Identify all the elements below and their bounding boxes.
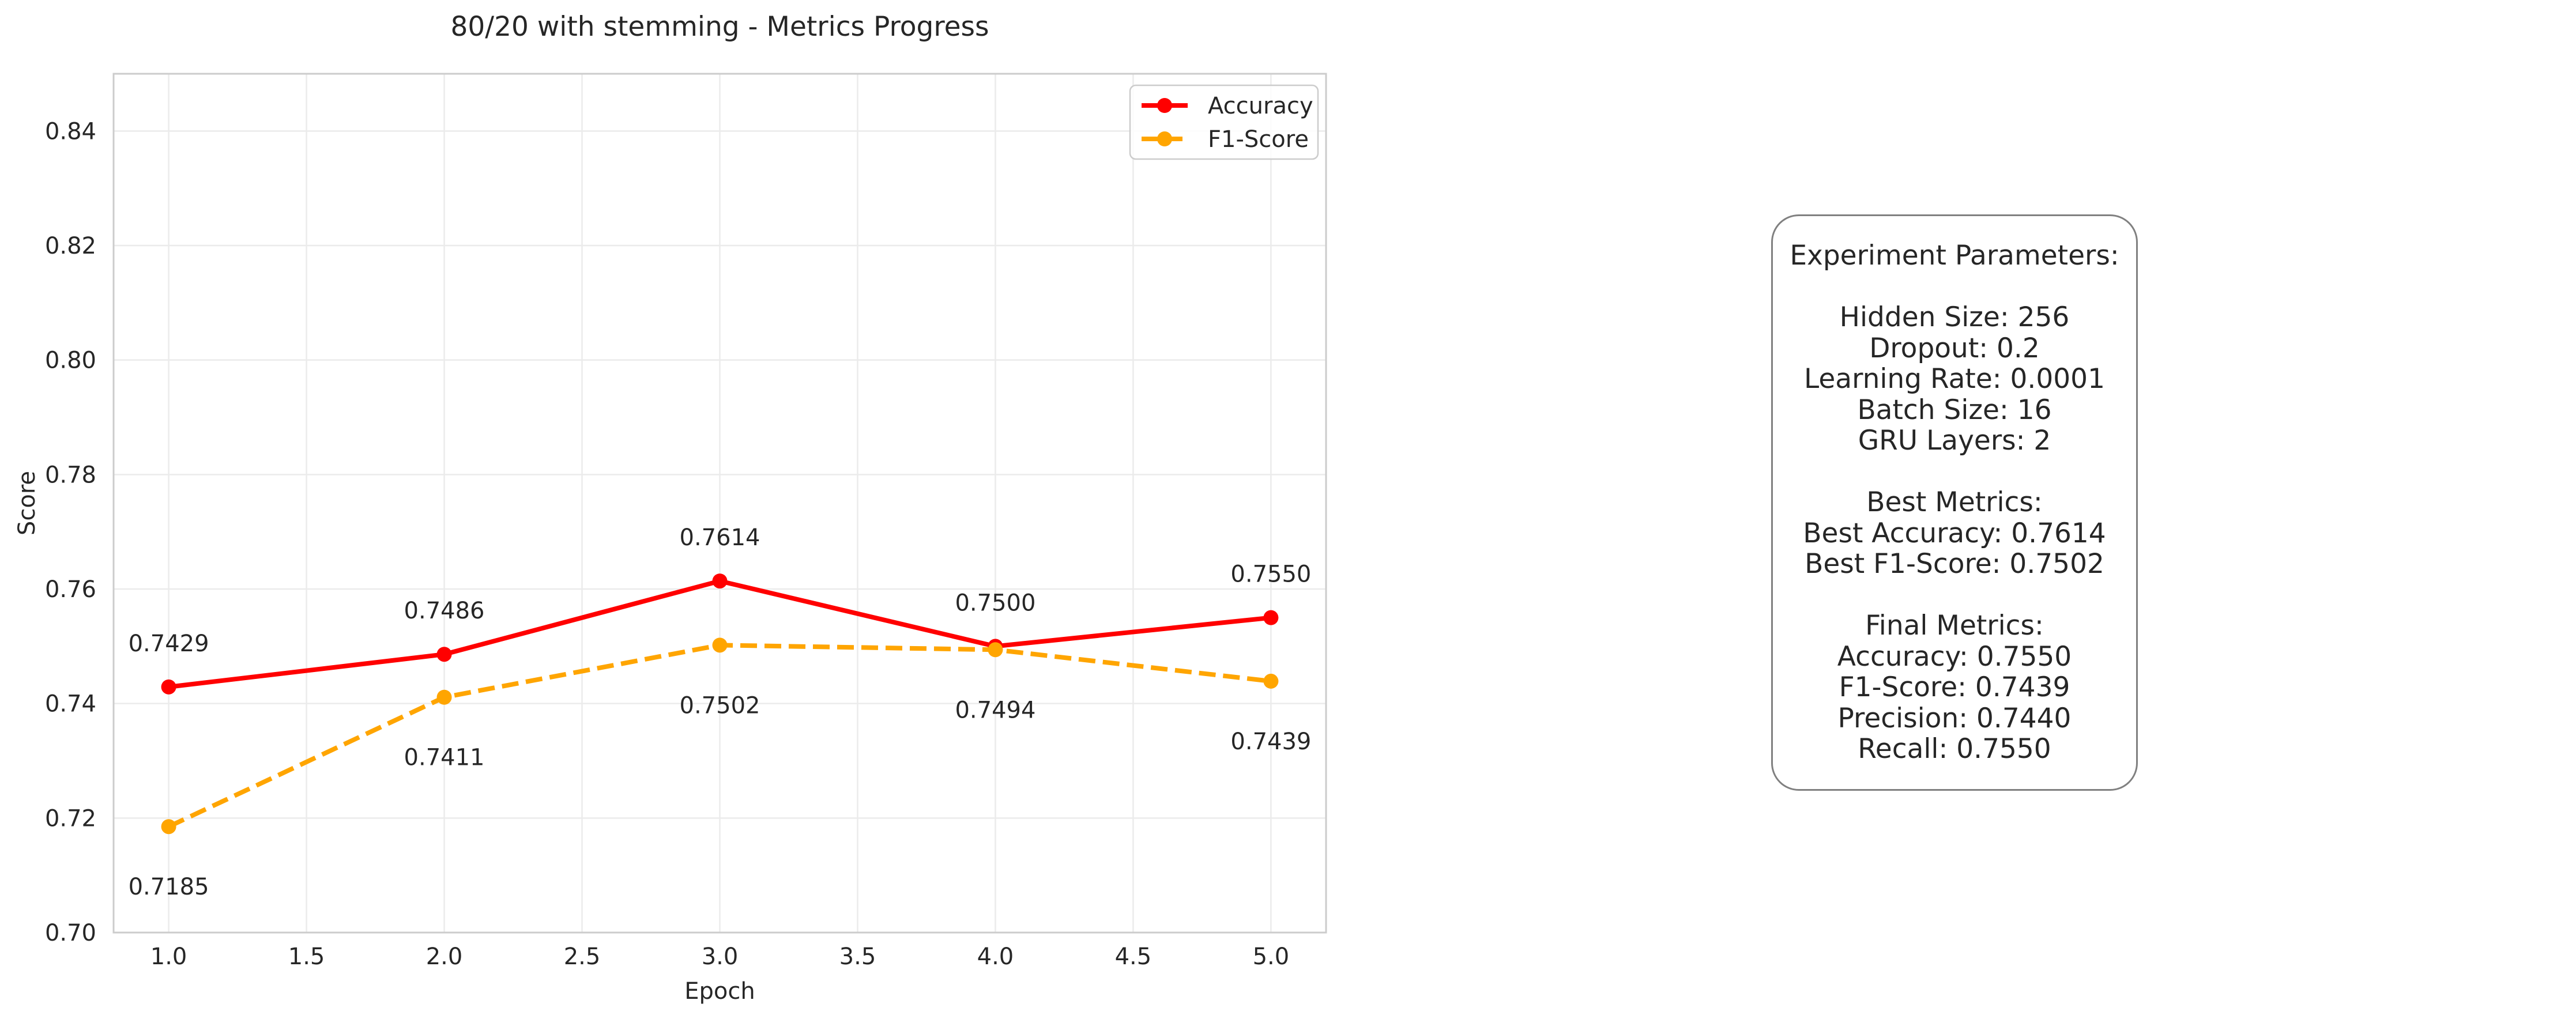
data-label: 0.7439 [1230,729,1311,755]
x-tick-label: 1.5 [288,943,325,970]
x-tick-label: 2.0 [426,943,463,970]
data-label: 0.7550 [1230,561,1311,588]
params-line: Final Metrics: [1865,610,2044,642]
params-line: Batch Size: 16 [1857,394,2052,426]
params-line: Best Metrics: [1866,486,2043,519]
params-line: F1-Score: 0.7439 [1839,671,2070,704]
data-label: 0.7185 [129,874,209,900]
y-tick-label: 0.80 [45,348,96,374]
params-line: Learning Rate: 0.0001 [1804,363,2105,395]
data-label: 0.7411 [404,745,485,771]
chart-title: 80/20 with stemming - Metrics Progress [450,11,989,43]
data-point [988,642,1003,658]
legend-label: Accuracy [1208,93,1313,119]
params-line: Accuracy: 0.7550 [1837,640,2072,673]
x-tick-label: 4.0 [977,943,1014,970]
grid-lines [114,74,1326,934]
data-label: 0.7502 [680,692,760,719]
x-axis-label: Epoch [684,978,755,1005]
params-line: Experiment Parameters: [1790,240,2119,272]
x-tick-label: 3.5 [839,943,876,970]
data-point [712,637,728,653]
y-tick-label: 0.70 [45,920,96,946]
data-label: 0.7486 [404,598,485,624]
data-label: 0.7500 [955,590,1035,616]
data-point [712,573,728,589]
y-tick-label: 0.74 [45,691,96,718]
axis-ticks: 1.0 1.5 2.0 2.5 3.0 3.5 4.0 4.5 5.0 0.70 0.72 0.74 0… [45,118,1289,970]
chart-legend: Accuracy F1-Score [1129,84,1319,160]
x-tick-label: 1.0 [150,943,187,970]
data-point [436,647,452,662]
data-label: 0.7494 [955,697,1035,723]
legend-label: F1-Score [1208,126,1309,153]
x-tick-label: 5.0 [1253,943,1290,970]
experiment-parameters-box: Experiment Parameters: Hidden Size: 256 Dr… [1771,214,2138,791]
params-line: Recall: 0.7550 [1858,733,2051,765]
data-labels: 0.7429 0.7486 0.7614 0.7500 0.7550 0.7185 0.74… [129,524,1312,900]
data-label: 0.7429 [129,631,209,657]
data-point [161,679,176,695]
y-tick-label: 0.76 [45,576,96,603]
data-point [161,819,176,835]
y-axis-label: Score [14,471,40,535]
y-tick-label: 0.82 [45,233,96,259]
y-tick-label: 0.72 [45,805,96,832]
params-line: Dropout: 0.2 [1869,332,2040,364]
data-point [1263,610,1279,625]
data-point [436,689,452,705]
y-tick-label: 0.84 [45,118,96,145]
plot-frame [112,73,1327,934]
params-line: GRU Layers: 2 [1858,425,2051,457]
legend-marker [1157,98,1172,113]
y-tick-label: 0.78 [45,462,96,488]
data-point [1263,673,1279,689]
x-tick-label: 3.0 [702,943,739,970]
series-lines [161,573,1279,835]
legend-marker [1157,131,1172,146]
x-tick-label: 4.5 [1115,943,1152,970]
params-line: Precision: 0.7440 [1837,702,2072,734]
data-label: 0.7614 [680,524,760,551]
params-line: Best Accuracy: 0.7614 [1803,517,2106,549]
x-tick-label: 2.5 [564,943,601,970]
params-line: Best F1-Score: 0.7502 [1805,548,2104,580]
params-line: Hidden Size: 256 [1839,301,2070,334]
